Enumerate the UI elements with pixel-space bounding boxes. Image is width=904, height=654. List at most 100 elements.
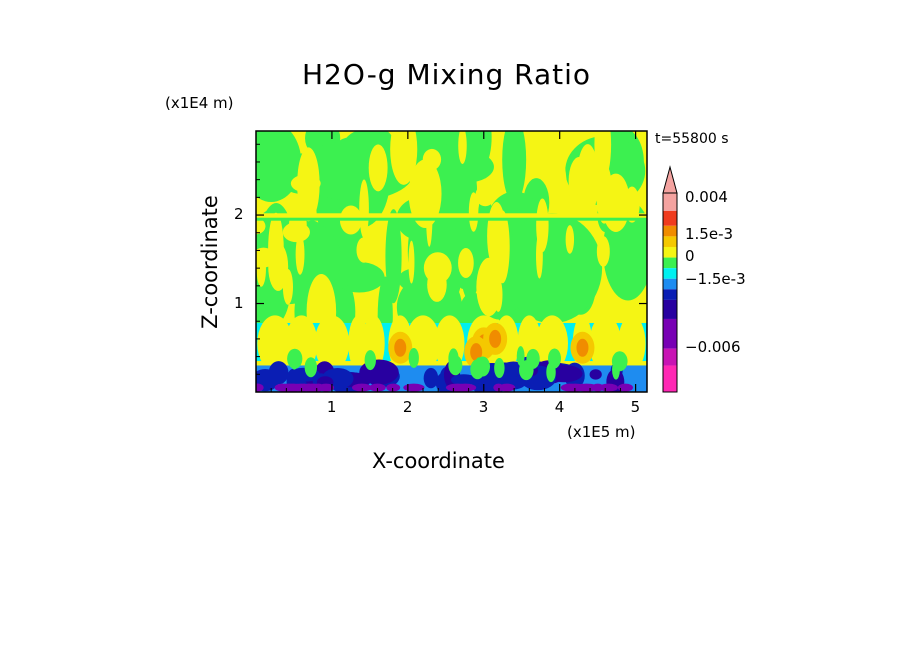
- colorbar-segment: [663, 236, 677, 247]
- field-surface-green: [519, 360, 534, 381]
- y-tick-label: 2: [234, 205, 244, 224]
- field-surface-purple: [564, 383, 586, 392]
- field-streak: [297, 147, 320, 222]
- field-streak: [565, 225, 575, 254]
- field-patch: [398, 268, 431, 292]
- field-patch: [502, 213, 603, 324]
- axis-ticks: [256, 131, 647, 392]
- field-streak: [423, 252, 452, 284]
- field-streak: [368, 144, 388, 192]
- x-unit-label: (x1E5 m): [567, 423, 636, 441]
- field-streak: [596, 163, 613, 224]
- field-surface-green: [546, 362, 556, 383]
- field-band-z2-edge: [256, 217, 647, 221]
- heatmap-field: [256, 131, 647, 392]
- field-streak: [409, 177, 438, 199]
- field-surface-purple: [274, 383, 292, 392]
- field-surface-purple: [498, 383, 516, 392]
- field-surface-green: [516, 346, 525, 367]
- field-streak: [536, 232, 543, 279]
- colorbar-tick-label: 0: [685, 247, 695, 265]
- field-surface-green: [448, 348, 459, 369]
- field-streak: [356, 237, 372, 263]
- field-streak: [475, 184, 496, 207]
- field-plume-core: [576, 338, 589, 357]
- colorbar-tick-label: −1.5e-3: [685, 270, 746, 288]
- field-streak: [282, 222, 310, 243]
- colorbar-segment: [663, 225, 677, 237]
- x-axis-label: X-coordinate: [372, 449, 505, 473]
- field-streak: [295, 233, 305, 275]
- field-surface-green: [408, 347, 419, 368]
- colorbar-frame: [662, 192, 678, 393]
- field-surface-green: [470, 359, 485, 380]
- field-patch: [446, 131, 492, 181]
- field-surface-patch: [450, 374, 477, 386]
- field-streak: [576, 144, 599, 215]
- field-plume: [257, 315, 293, 372]
- x-tick-label: 2: [402, 398, 413, 416]
- field-streak: [555, 159, 567, 220]
- y-axis-label: Z-coordinate: [198, 195, 222, 329]
- field-plume: [348, 315, 369, 372]
- colorbar-extend-arrow: [662, 165, 678, 194]
- field-surface-purple: [256, 383, 264, 392]
- colorbar-segment: [663, 193, 677, 211]
- field-surface-patch: [589, 369, 602, 380]
- y-tick-label: 1: [234, 293, 244, 312]
- colorbar-tick-label: −0.006: [685, 338, 741, 356]
- x-tick-label: 5: [630, 398, 641, 416]
- field-patch: [385, 209, 402, 304]
- field-streak: [256, 251, 266, 287]
- colorbar-segment: [663, 210, 677, 226]
- y-unit-label: (x1E4 m): [165, 94, 234, 112]
- field-streak: [487, 202, 506, 270]
- field-plume-core: [489, 329, 502, 348]
- colorbar-segment: [663, 365, 677, 392]
- field-patch: [502, 131, 527, 203]
- plot-frame: [255, 130, 648, 393]
- field-streak: [282, 269, 294, 305]
- x-tick-label: 3: [478, 398, 489, 416]
- field-streak: [476, 257, 502, 317]
- time-label: t=55800 s: [655, 131, 729, 147]
- field-surface-purple: [445, 383, 470, 392]
- field-surface-purple: [386, 383, 401, 392]
- field-surface-purple: [598, 383, 618, 392]
- field-surface-patch: [423, 367, 439, 389]
- field-streak: [468, 192, 479, 232]
- field-surface-patch: [268, 361, 289, 385]
- field-streak: [390, 131, 418, 185]
- field-streak: [359, 179, 369, 239]
- field-band-z2: [256, 213, 647, 219]
- field-surface-green: [287, 348, 303, 369]
- field-surface-green: [304, 357, 318, 378]
- field-streak: [408, 240, 415, 284]
- field-surface-purple: [352, 383, 372, 392]
- field-streak: [268, 242, 289, 291]
- colorbar-segment: [663, 348, 677, 366]
- x-tick-label: 4: [554, 398, 565, 416]
- field-surface-purple: [369, 383, 386, 392]
- field-surface-purple: [591, 383, 604, 392]
- colorbar-segment: [663, 299, 677, 319]
- field-surface-purple: [291, 383, 311, 392]
- chart-title: H2O-g Mixing Ratio: [302, 58, 592, 91]
- field-plume-core: [394, 338, 407, 357]
- colorbar-tick-label: 0.004: [685, 188, 728, 206]
- colorbar-segment: [663, 318, 677, 349]
- field-streak: [458, 131, 467, 165]
- colorbar-tick-label: 1.5e-3: [685, 225, 734, 243]
- field-plume-core: [470, 343, 483, 362]
- field-streak: [458, 248, 474, 278]
- field-surface-green: [611, 351, 628, 372]
- colorbar-segment: [663, 257, 677, 269]
- colorbar-segment: [663, 246, 677, 258]
- field-surface-green: [364, 350, 376, 371]
- colorbar-segment: [663, 289, 677, 300]
- colorbar: [662, 165, 678, 393]
- x-tick-label: 1: [326, 398, 337, 416]
- field-surface-purple: [403, 383, 425, 392]
- field-surface-green: [494, 358, 505, 379]
